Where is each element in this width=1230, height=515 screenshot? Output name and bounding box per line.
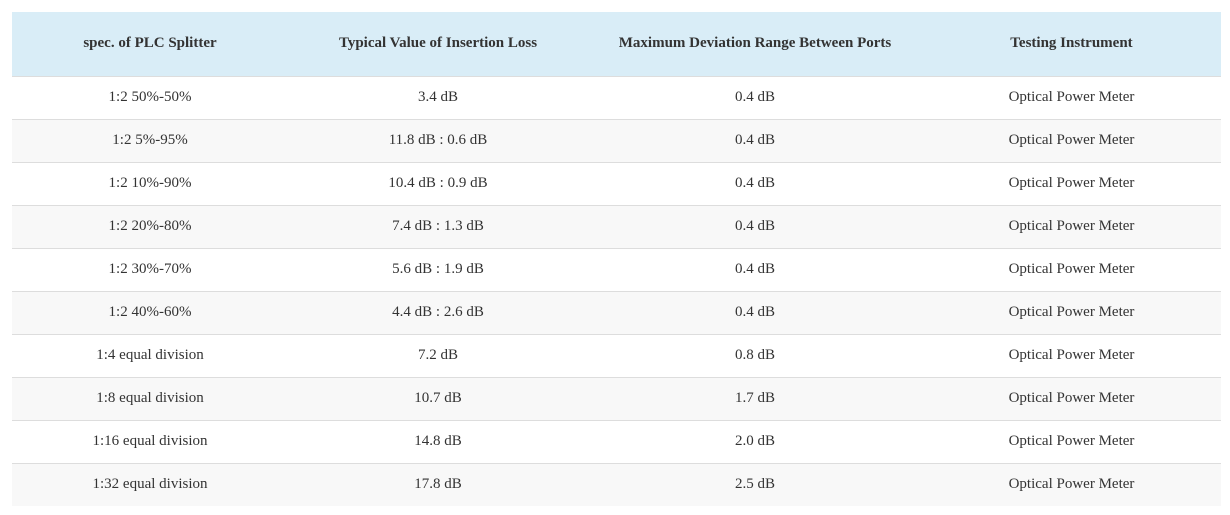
table-row: 1:8 equal division 10.7 dB 1.7 dB Optica… xyxy=(12,377,1221,420)
cell-insertion-loss: 10.7 dB xyxy=(414,390,462,406)
table-header: spec. of PLC Splitter Typical Value of I… xyxy=(12,12,1221,76)
cell-insertion-loss: 7.2 dB xyxy=(417,347,458,363)
cell-spec: 1:2 20%-80% xyxy=(108,218,192,234)
cell-spec: 1:2 30%-70% xyxy=(108,261,192,277)
cell-testing-instrument: Optical Power Meter xyxy=(1008,304,1135,320)
cell-spec: 1:2 10%-90% xyxy=(108,175,192,191)
cell-testing-instrument: Optical Power Meter xyxy=(1008,433,1135,449)
cell-testing-instrument: Optical Power Meter xyxy=(1008,476,1135,493)
table-row: 1:32 equal division 17.8 dB 2.5 dB Optic… xyxy=(12,463,1221,506)
plc-splitter-spec-table: spec. of PLC Splitter Typical Value of I… xyxy=(12,12,1221,506)
header-row: spec. of PLC Splitter Typical Value of I… xyxy=(12,12,1221,76)
cell-max-deviation: 2.0 dB xyxy=(734,433,775,449)
cell-insertion-loss: 4.4 dB : 2.6 dB xyxy=(392,304,484,320)
cell-max-deviation: 0.4 dB xyxy=(734,175,775,191)
cell-insertion-loss: 3.4 dB xyxy=(417,89,458,105)
cell-insertion-loss: 11.8 dB : 0.6 dB xyxy=(388,132,488,148)
cell-spec: 1:32 equal division xyxy=(92,476,208,493)
cell-insertion-loss: 5.6 dB : 1.9 dB xyxy=(392,261,484,277)
cell-insertion-loss: 14.8 dB xyxy=(414,433,462,449)
header-spec: spec. of PLC Splitter xyxy=(83,35,217,52)
header-testing-instrument: Testing Instrument xyxy=(1010,35,1133,52)
cell-max-deviation: 0.4 dB xyxy=(734,261,775,277)
cell-testing-instrument: Optical Power Meter xyxy=(1008,175,1135,191)
cell-insertion-loss: 17.8 dB xyxy=(414,476,462,493)
cell-testing-instrument: Optical Power Meter xyxy=(1008,132,1135,148)
table-row: 1:2 20%-80% 7.4 dB : 1.3 dB 0.4 dB Optic… xyxy=(12,205,1221,248)
header-max-deviation: Maximum Deviation Range Between Ports xyxy=(618,35,892,52)
header-insertion-loss: Typical Value of Insertion Loss xyxy=(338,35,538,52)
cell-spec: 1:8 equal division xyxy=(96,390,204,406)
cell-testing-instrument: Optical Power Meter xyxy=(1008,390,1135,406)
cell-testing-instrument: Optical Power Meter xyxy=(1008,347,1135,363)
table-row: 1:2 40%-60% 4.4 dB : 2.6 dB 0.4 dB Optic… xyxy=(12,291,1221,334)
cell-testing-instrument: Optical Power Meter xyxy=(1008,261,1135,277)
cell-max-deviation: 0.4 dB xyxy=(734,132,775,148)
cell-max-deviation: 0.4 dB xyxy=(734,304,775,320)
cell-max-deviation: 1.7 dB xyxy=(734,390,775,406)
cell-max-deviation: 0.4 dB xyxy=(734,89,775,105)
cell-testing-instrument: Optical Power Meter xyxy=(1008,218,1135,234)
cell-max-deviation: 2.5 dB xyxy=(734,476,775,493)
table-row: 1:2 50%-50% 3.4 dB 0.4 dB Optical Power … xyxy=(12,76,1221,119)
table-row: 1:4 equal division 7.2 dB 0.8 dB Optical… xyxy=(12,334,1221,377)
table-row: 1:16 equal division 14.8 dB 2.0 dB Optic… xyxy=(12,420,1221,463)
spec-table-container: spec. of PLC Splitter Typical Value of I… xyxy=(12,12,1221,506)
table-row: 1:2 30%-70% 5.6 dB : 1.9 dB 0.4 dB Optic… xyxy=(12,248,1221,291)
cell-spec: 1:16 equal division xyxy=(92,433,208,449)
cell-insertion-loss: 10.4 dB : 0.9 dB xyxy=(388,175,488,191)
cell-spec: 1:2 40%-60% xyxy=(108,304,192,320)
table-body: 1:2 50%-50% 3.4 dB 0.4 dB Optical Power … xyxy=(12,76,1221,506)
table-row: 1:2 10%-90% 10.4 dB : 0.9 dB 0.4 dB Opti… xyxy=(12,162,1221,205)
cell-spec: 1:2 5%-95% xyxy=(112,132,188,148)
table-row: 1:2 5%-95% 11.8 dB : 0.6 dB 0.4 dB Optic… xyxy=(12,119,1221,162)
cell-testing-instrument: Optical Power Meter xyxy=(1008,89,1135,105)
cell-spec: 1:2 50%-50% xyxy=(108,89,192,105)
cell-spec: 1:4 equal division xyxy=(96,347,204,363)
cell-max-deviation: 0.8 dB xyxy=(734,347,775,363)
cell-insertion-loss: 7.4 dB : 1.3 dB xyxy=(392,218,484,234)
cell-max-deviation: 0.4 dB xyxy=(734,218,775,234)
